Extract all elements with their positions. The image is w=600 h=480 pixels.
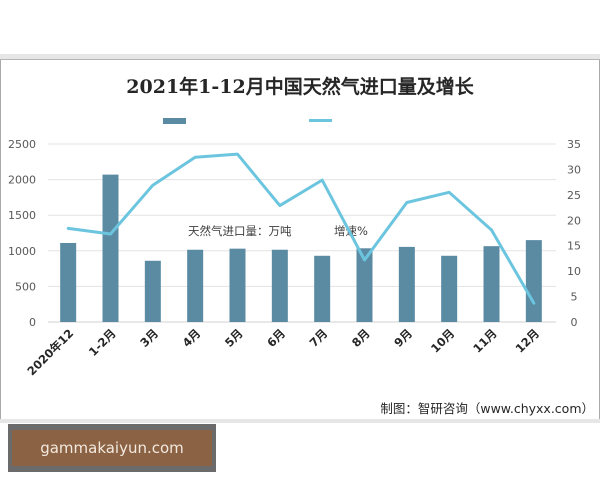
bar bbox=[314, 255, 331, 322]
x-axis-label: 2020年12 bbox=[24, 326, 76, 378]
right-axis-tick: 20 bbox=[567, 214, 581, 227]
left-axis-tick: 0 bbox=[29, 316, 36, 329]
right-axis-tick: 5 bbox=[571, 291, 578, 304]
right-axis-tick: 0 bbox=[571, 316, 578, 329]
right-axis-tick: 15 bbox=[567, 240, 581, 253]
x-axis-label: 12月 bbox=[513, 326, 542, 355]
right-axis-tick: 30 bbox=[567, 163, 581, 176]
right-axis-tick: 35 bbox=[567, 138, 581, 151]
bar bbox=[356, 248, 373, 322]
left-axis-tick: 2500 bbox=[8, 138, 36, 151]
bar bbox=[441, 255, 458, 322]
x-axis-label: 11月 bbox=[470, 326, 499, 355]
bar bbox=[102, 174, 119, 322]
left-axis-tick: 500 bbox=[15, 280, 36, 293]
legend-line-swatch-icon bbox=[309, 119, 332, 122]
legend-line-label: 增速% bbox=[334, 224, 368, 238]
bar bbox=[525, 240, 542, 322]
x-axis-label: 10月 bbox=[428, 326, 457, 355]
x-axis-label: 3月 bbox=[137, 326, 161, 350]
legend-bar-label: 天然气进口量：万吨 bbox=[188, 224, 292, 238]
bar bbox=[60, 242, 77, 322]
bar bbox=[144, 260, 161, 322]
x-axis-label: 9月 bbox=[391, 326, 415, 350]
x-axis-label: 7月 bbox=[307, 326, 331, 350]
x-axis-label: 8月 bbox=[349, 326, 373, 350]
watermark-text: gammakaiyun.com bbox=[12, 430, 212, 466]
watermark-box: gammakaiyun.com bbox=[8, 424, 216, 472]
x-axis-label: 6月 bbox=[264, 326, 288, 350]
x-axis-label: 1-2月 bbox=[86, 326, 119, 359]
bar bbox=[483, 246, 500, 322]
x-axis-label: 5月 bbox=[222, 326, 246, 350]
bar bbox=[398, 246, 415, 322]
bar bbox=[271, 249, 288, 322]
x-axis-label: 4月 bbox=[180, 326, 204, 350]
chart-title: 2021年1-12月中国天然气进口量及增长 bbox=[126, 76, 474, 98]
left-axis-tick: 2000 bbox=[8, 174, 36, 187]
bar bbox=[187, 249, 204, 322]
chart-frame bbox=[0, 59, 600, 420]
top-band bbox=[0, 54, 600, 59]
right-axis-tick: 10 bbox=[567, 265, 581, 278]
source-note: 制图：智研咨询（www.chyxx.com） bbox=[380, 401, 594, 416]
left-axis-tick: 1000 bbox=[8, 245, 36, 258]
left-axis-tick: 1500 bbox=[8, 209, 36, 222]
growth-line bbox=[66, 152, 536, 305]
legend-bar-swatch-icon bbox=[163, 118, 186, 124]
bar bbox=[229, 248, 246, 322]
bottom-band bbox=[0, 419, 600, 423]
right-axis-tick: 25 bbox=[567, 189, 581, 202]
